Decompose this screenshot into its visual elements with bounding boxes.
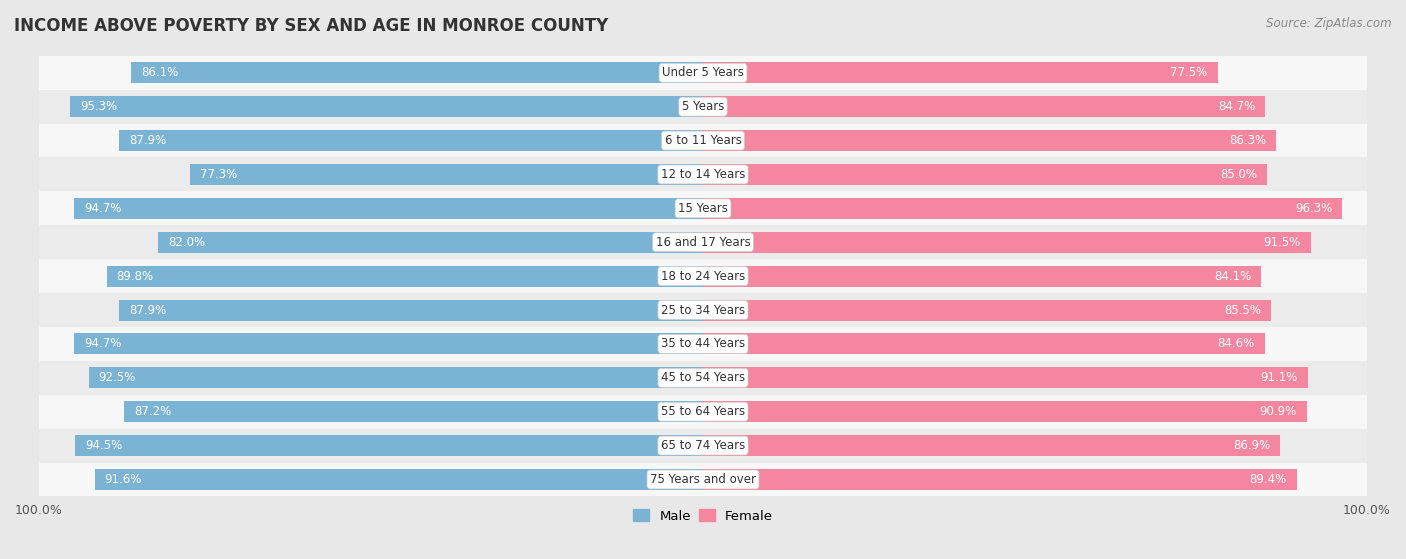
Bar (703, 62, 1218, 83)
Text: 91.1%: 91.1% (1261, 371, 1298, 384)
Bar (75, 333, 703, 354)
Text: 84.7%: 84.7% (1218, 100, 1256, 113)
Text: 86.3%: 86.3% (1229, 134, 1267, 147)
Bar (39, 293, 1367, 327)
Bar (94, 469, 703, 490)
Bar (703, 435, 1279, 456)
Bar (120, 130, 703, 151)
Bar (124, 401, 703, 422)
Bar (39, 124, 1367, 158)
Bar (190, 164, 703, 185)
Text: 35 to 44 Years: 35 to 44 Years (661, 338, 745, 350)
Text: 91.5%: 91.5% (1264, 236, 1301, 249)
Text: 91.6%: 91.6% (104, 473, 142, 486)
Bar (703, 232, 1310, 253)
Bar (39, 361, 1367, 395)
Text: INCOME ABOVE POVERTY BY SEX AND AGE IN MONROE COUNTY: INCOME ABOVE POVERTY BY SEX AND AGE IN M… (14, 17, 609, 35)
Bar (703, 164, 1267, 185)
Text: 89.4%: 89.4% (1250, 473, 1286, 486)
Text: 94.5%: 94.5% (86, 439, 122, 452)
Text: 86.9%: 86.9% (1233, 439, 1270, 452)
Text: 87.9%: 87.9% (129, 304, 166, 316)
Bar (39, 225, 1367, 259)
Bar (39, 191, 1367, 225)
Bar (39, 158, 1367, 191)
Bar (703, 266, 1261, 287)
Text: 86.1%: 86.1% (141, 67, 179, 79)
Text: 5 Years: 5 Years (682, 100, 724, 113)
Text: 16 and 17 Years: 16 and 17 Years (655, 236, 751, 249)
Bar (703, 367, 1308, 389)
Bar (703, 96, 1265, 117)
Bar (39, 327, 1367, 361)
Bar (703, 198, 1343, 219)
Bar (89, 367, 703, 389)
Text: Under 5 Years: Under 5 Years (662, 67, 744, 79)
Text: 85.5%: 85.5% (1223, 304, 1261, 316)
Text: 18 to 24 Years: 18 to 24 Years (661, 269, 745, 283)
Bar (39, 89, 1367, 124)
Bar (70, 96, 703, 117)
Text: 90.9%: 90.9% (1260, 405, 1296, 418)
Text: 77.5%: 77.5% (1170, 67, 1208, 79)
Text: 89.8%: 89.8% (117, 269, 153, 283)
Text: Source: ZipAtlas.com: Source: ZipAtlas.com (1267, 17, 1392, 30)
Text: 92.5%: 92.5% (98, 371, 136, 384)
Bar (703, 130, 1277, 151)
Text: 65 to 74 Years: 65 to 74 Years (661, 439, 745, 452)
Legend: Male, Female: Male, Female (633, 509, 773, 523)
Text: 75 Years and over: 75 Years and over (650, 473, 756, 486)
Bar (703, 401, 1306, 422)
Bar (39, 56, 1367, 89)
Text: 87.2%: 87.2% (134, 405, 172, 418)
Text: 84.6%: 84.6% (1218, 338, 1254, 350)
Bar (75, 198, 703, 219)
Text: 94.7%: 94.7% (84, 338, 121, 350)
Bar (39, 395, 1367, 429)
Bar (39, 462, 1367, 496)
Text: 84.1%: 84.1% (1215, 269, 1251, 283)
Bar (703, 333, 1265, 354)
Text: 55 to 64 Years: 55 to 64 Years (661, 405, 745, 418)
Text: 82.0%: 82.0% (169, 236, 205, 249)
Text: 94.7%: 94.7% (84, 202, 121, 215)
Bar (131, 62, 703, 83)
Bar (107, 266, 703, 287)
Bar (703, 300, 1271, 320)
Text: 87.9%: 87.9% (129, 134, 166, 147)
Text: 45 to 54 Years: 45 to 54 Years (661, 371, 745, 384)
Bar (703, 469, 1296, 490)
Text: 77.3%: 77.3% (200, 168, 236, 181)
Text: 85.0%: 85.0% (1220, 168, 1257, 181)
Bar (76, 435, 703, 456)
Bar (39, 429, 1367, 462)
Text: 6 to 11 Years: 6 to 11 Years (665, 134, 741, 147)
Bar (120, 300, 703, 320)
Text: 96.3%: 96.3% (1295, 202, 1333, 215)
Text: 15 Years: 15 Years (678, 202, 728, 215)
Bar (39, 259, 1367, 293)
Text: 95.3%: 95.3% (80, 100, 117, 113)
Text: 12 to 14 Years: 12 to 14 Years (661, 168, 745, 181)
Text: 25 to 34 Years: 25 to 34 Years (661, 304, 745, 316)
Bar (159, 232, 703, 253)
